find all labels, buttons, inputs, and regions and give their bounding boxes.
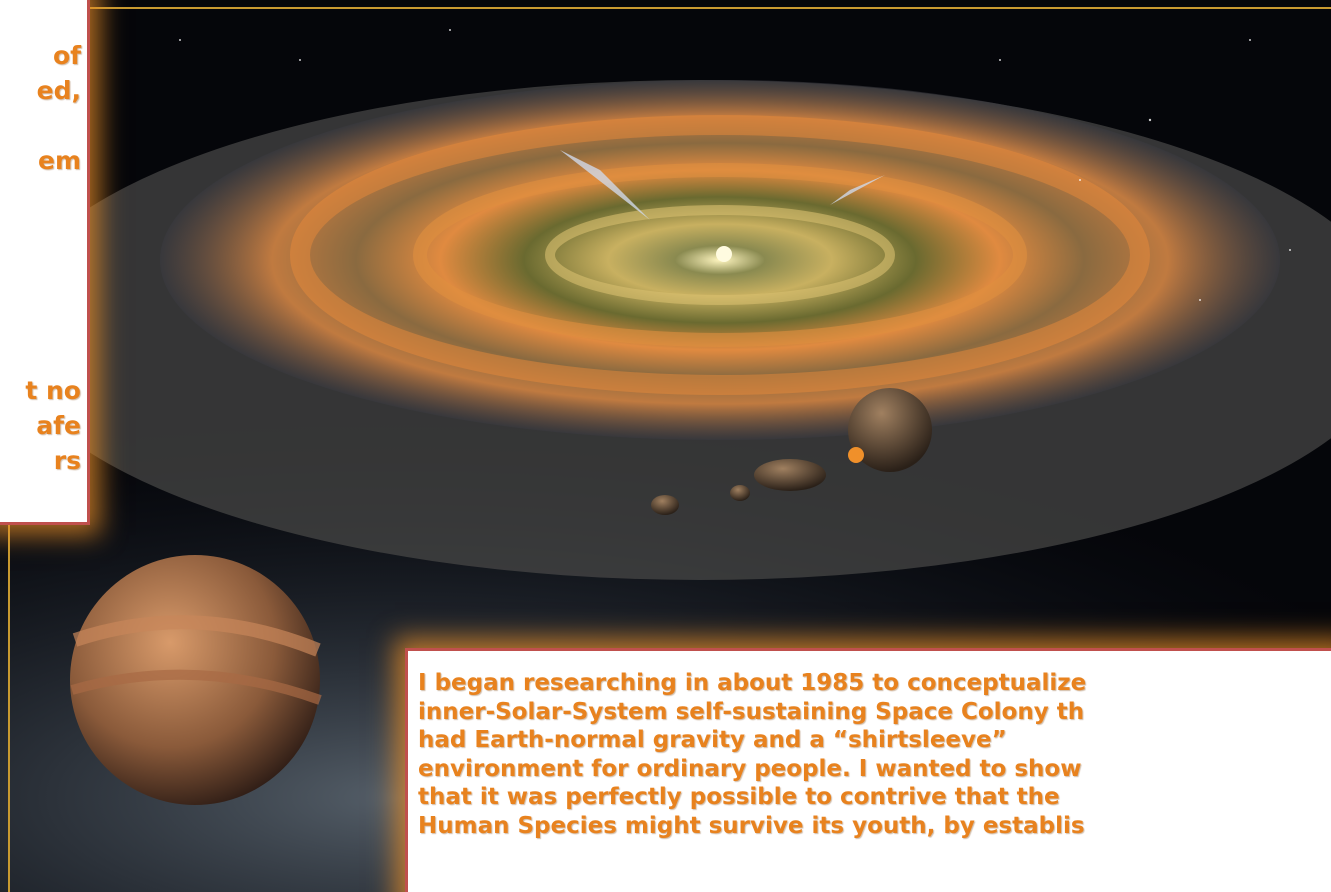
panel-text-line: Human Species might survive its youth, b… xyxy=(418,812,1331,841)
panel-text-line: had Earth-normal gravity and a “shirtsle… xyxy=(418,726,1331,755)
panel-text-line: I began researching in about 1985 to con… xyxy=(418,669,1331,698)
panel-text-line: afe xyxy=(36,411,81,440)
panel-text-line: environment for ordinary people. I wante… xyxy=(418,755,1331,784)
panel-text-line: em xyxy=(38,146,81,175)
panel-text-line: of xyxy=(53,41,81,70)
panel-text-line: t no xyxy=(25,376,81,405)
page: of ed, em t no afe rs I began researching in … xyxy=(0,0,1331,892)
panel-text-line: ed, xyxy=(37,76,81,105)
panel-text-line: inner-Solar-System self-sustaining Space… xyxy=(418,698,1331,727)
panel-text-line: that it was perfectly possible to contri… xyxy=(418,783,1331,812)
panel-text-line: rs xyxy=(54,446,81,475)
bottom-text-panel: I began researching in about 1985 to con… xyxy=(405,648,1331,892)
left-text-panel: of ed, em t no afe rs xyxy=(0,0,90,525)
